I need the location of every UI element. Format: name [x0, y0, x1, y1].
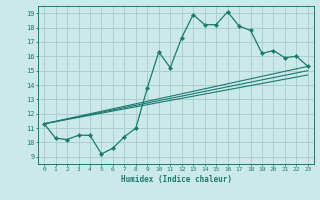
X-axis label: Humidex (Indice chaleur): Humidex (Indice chaleur) — [121, 175, 231, 184]
